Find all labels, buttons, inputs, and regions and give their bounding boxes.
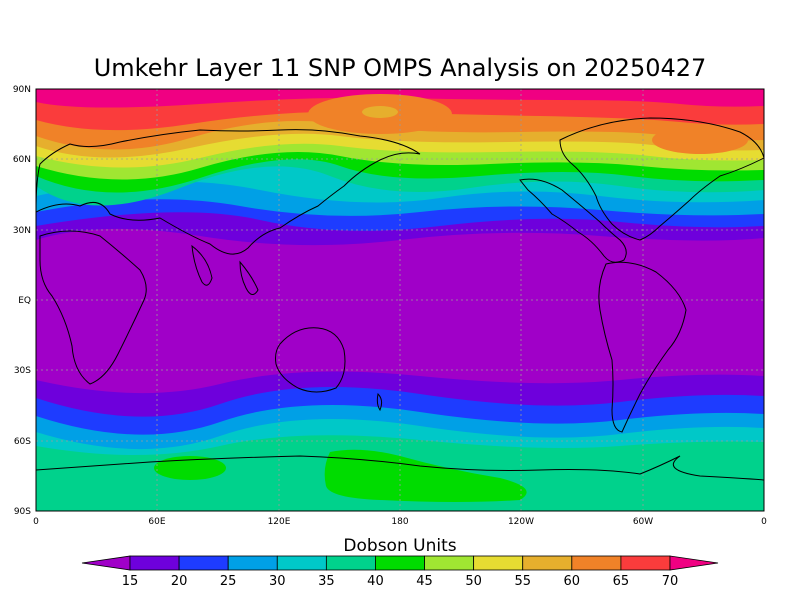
colorbar-box-65-70 [620,555,671,571]
colorbar-box-40-45 [375,555,425,571]
colorbar-label-65: 65 [613,574,630,589]
colorbar-box-30-35 [276,555,327,571]
colorbar-box-50-55 [473,555,524,571]
coast-africa [39,230,147,385]
colorbar-box-55-60 [522,555,573,571]
lon-tick-60e: 60E [148,517,165,527]
lon-tick-120e: 120E [268,517,291,527]
colorbar: 15 20 25 30 35 40 45 50 55 60 65 70 [81,555,719,589]
colorbar-box-25-30 [227,555,278,571]
ozone-field [36,89,764,511]
colorbar-box-15-20 [129,555,180,571]
colorbar-label-40: 40 [367,574,384,589]
colorbar-box-35-40 [325,555,376,571]
coast-southeast-asia [239,260,259,295]
lat-tick-eq: EQ [18,296,31,306]
colorbar-label-70: 70 [662,574,679,589]
graticule [36,89,764,511]
map-title: Umkehr Layer 11 SNP OMPS Analysis on 202… [93,54,707,82]
colorbar-low-arrow [81,555,131,571]
colorbar-label-50: 50 [465,574,482,589]
coast-north-america [519,117,764,263]
colorbar-label-55: 55 [514,574,531,589]
arctic-maximum-b [362,106,398,118]
colorbar-label-60: 60 [564,574,581,589]
lon-tick-0-right: 0 [761,517,767,527]
north-band-80 [36,89,764,108]
colorbar-box-60-65 [571,555,622,571]
colorbar-label-25: 25 [220,574,237,589]
antarctic-patch-b [324,449,527,502]
lat-tick-60s: 60S [14,437,31,447]
coast-new-zealand [376,392,383,412]
colorbar-label-30: 30 [269,574,286,589]
lon-tick-180: 180 [391,517,408,527]
lon-tick-0-left: 0 [33,517,39,527]
lat-tick-30n: 30N [13,226,31,236]
lon-tick-60w: 60W [633,517,653,527]
colorbar-label-20: 20 [171,574,188,589]
latitude-ticks: 90N 60N 30N EQ 30S 60S 90S [13,85,31,517]
coast-antarctica [36,455,764,481]
lon-tick-120w: 120W [508,517,534,527]
coast-india [191,244,213,286]
lat-tick-90n: 90N [13,85,31,95]
colorbar-box-45-50 [424,555,475,571]
colorbar-label-15: 15 [122,574,139,589]
antarctic-patch-a [154,456,226,480]
lat-tick-90s: 90S [14,507,31,517]
map-frame [35,88,765,512]
coast-australia [275,327,346,393]
colorbar-high-arrow [669,555,719,571]
coast-europe-asia [36,129,421,255]
colorbar-box-20-25 [178,555,229,571]
longitude-ticks: 0 60E 120E 180 120W 60W 0 [33,517,767,527]
colorbar-label-45: 45 [416,574,433,589]
coastlines [36,117,764,481]
colorbar-label-35: 35 [318,574,335,589]
arctic-maximum-c [652,126,748,154]
lat-tick-60n: 60N [13,155,31,165]
coast-south-america [598,261,687,433]
colorbar-title: Dobson Units [343,536,457,556]
lat-tick-30s: 30S [14,366,31,376]
